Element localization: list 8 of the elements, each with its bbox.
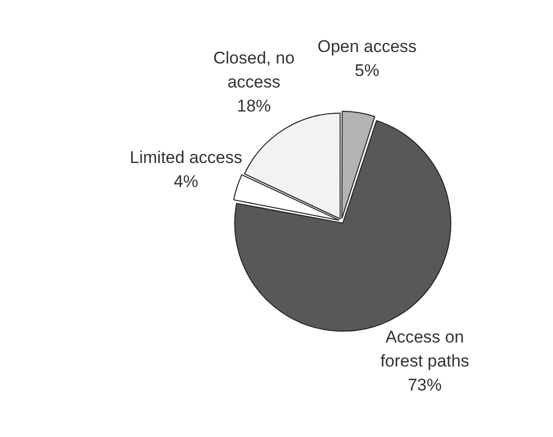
- data-label: 4%: [174, 172, 198, 192]
- slice-label: Open access: [317, 37, 417, 56]
- slice-label: Closed, no access: [213, 48, 295, 92]
- data-label: 73%: [408, 375, 442, 394]
- data-label: 18%: [236, 96, 271, 116]
- slice-label: Access on forest paths: [380, 327, 470, 370]
- data-label: 5%: [354, 61, 380, 80]
- slice-label: Limited access: [130, 148, 242, 168]
